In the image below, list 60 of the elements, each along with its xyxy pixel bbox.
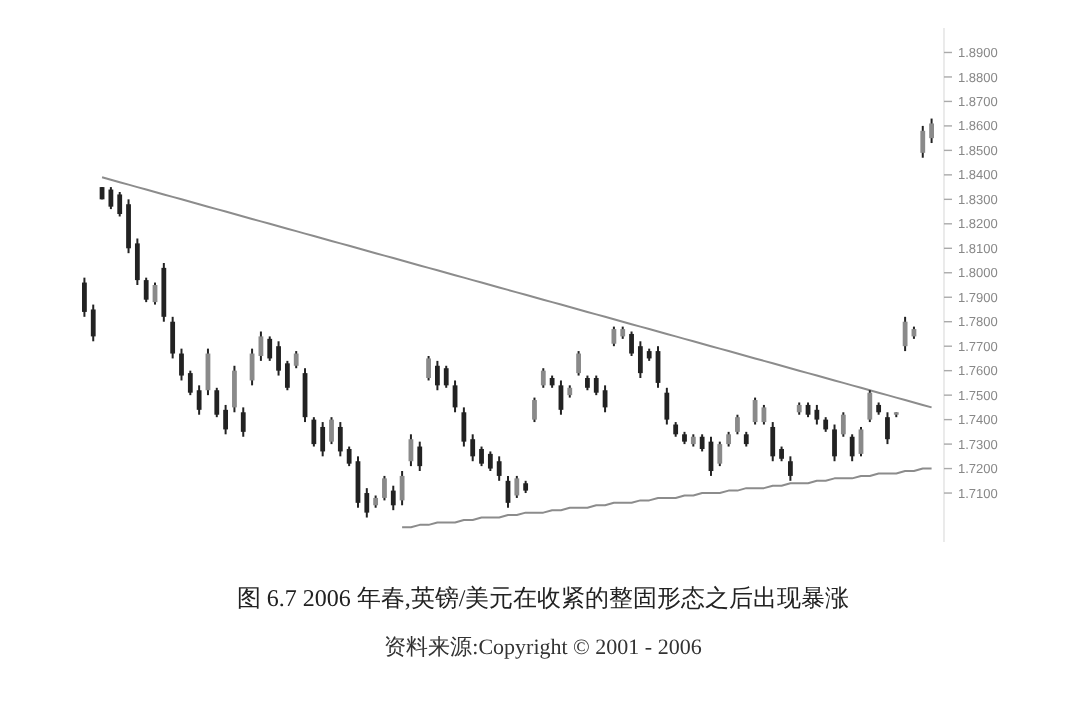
candlestick [929,117,934,145]
candlestick [426,354,431,382]
candlestick [435,359,440,392]
candlestick [187,369,193,397]
candlestick [461,406,467,448]
candlestick [170,315,176,360]
candlestick [611,325,617,348]
candlestick [240,406,246,438]
candlestick [814,403,820,426]
candlestick [276,340,281,377]
candlestick [479,445,484,468]
candlestick [134,237,140,286]
candlestick [496,455,502,482]
candlestick [920,124,926,159]
candlestick [82,276,87,318]
candlestick [329,416,334,446]
line-series [401,467,933,529]
candlestick [284,359,290,392]
candlestick [390,484,396,512]
candlestick [417,440,423,473]
candlestick [90,303,96,343]
candlestick [399,470,405,507]
candlestick [267,335,273,362]
text: 图 6.7 2006 年春,英镑/美元在收紧的整固形态之后出现暴涨 [236,584,850,612]
candlestick [840,411,846,438]
candlestick [443,364,449,389]
text: 资料来源:Copyright © 2001 - 2006 [384,634,703,660]
candlestick [108,186,114,211]
candlestick [382,474,387,502]
candlestick [346,445,352,468]
candlestick [223,403,229,436]
candlestick [532,396,537,424]
candlestick [337,421,343,458]
candlestick [143,276,149,304]
candlestick [787,455,793,482]
candlestick [214,386,220,419]
candlestick [637,340,643,380]
candlestick [849,433,855,463]
candlestick [770,421,776,463]
candlestick [902,315,908,353]
candlestick [735,413,740,436]
candlestick [629,330,634,357]
candlestick [885,411,890,446]
candlestick [487,450,493,473]
candlestick [576,350,581,377]
candlestick [514,474,520,499]
candlestick [540,367,546,389]
candlestick [117,190,123,218]
candlestick [717,440,723,468]
candlestick [232,364,237,414]
candlestick [311,416,317,448]
candlestick [179,347,184,382]
candlestick [832,423,837,463]
candlestick [664,386,670,426]
candlestick [593,374,599,397]
candlestick [470,433,476,463]
candlestick [126,198,131,255]
candlestick [364,487,370,519]
candlestick [320,421,326,458]
candlestick [196,384,202,416]
